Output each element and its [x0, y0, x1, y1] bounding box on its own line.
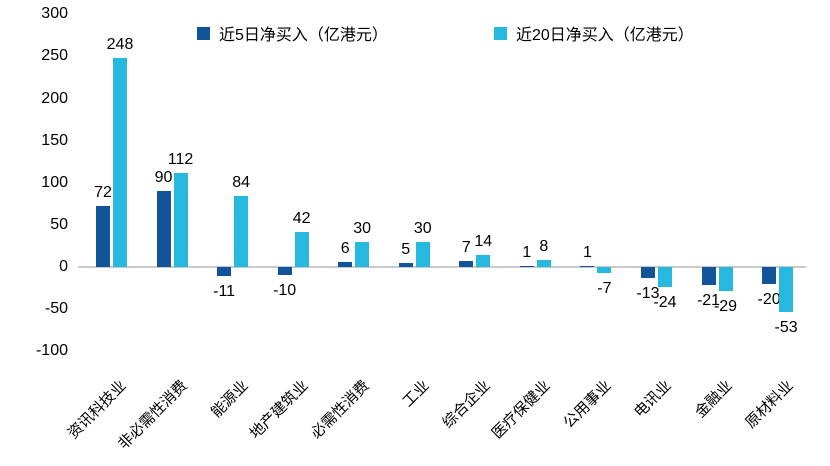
bar-value-label: -11: [213, 283, 236, 301]
bar-value-label: 1: [522, 244, 532, 261]
x-axis-category-label: 能源业: [207, 377, 252, 422]
bar-series2-10: [657, 267, 672, 288]
bar-series2-11: [718, 267, 733, 292]
x-axis-category-label: 金融业: [691, 377, 736, 422]
y-axis-tick-label: -100: [35, 342, 68, 360]
bar-value-label: 30: [413, 219, 432, 237]
legend-swatch-20day-icon: [494, 26, 507, 40]
y-axis-tick-label: 50: [50, 215, 68, 233]
bar-series2-8: [536, 260, 551, 267]
bar-value-label: -7: [597, 279, 612, 297]
bar-value-label: -20: [757, 290, 781, 308]
bar-series2-9: [597, 267, 612, 273]
bar-value-label: 112: [167, 150, 194, 168]
bar-series1-10: [640, 267, 655, 278]
bar-value-label: -53: [774, 318, 798, 336]
bar-value-label: 5: [401, 240, 411, 258]
bar-series1-5: [338, 261, 353, 267]
bar-value-label: 6: [340, 239, 350, 257]
bar-series1-4: [277, 267, 292, 276]
bar-series1-12: [762, 267, 777, 284]
bar-value-label: 30: [353, 219, 372, 237]
bar-series2-12: [779, 267, 794, 312]
bar-series1-2: [156, 191, 171, 267]
bar-value-label: -29: [713, 298, 738, 316]
bar-series1-11: [701, 267, 716, 285]
bar-value-label: -13: [636, 284, 660, 302]
x-axis-zero-line: [78, 266, 806, 268]
bar-series2-1: [113, 58, 127, 267]
bar-series2-5: [355, 241, 370, 267]
bar-value-label: 14: [474, 233, 493, 251]
legend-label-5day: 近5日净买入（亿港元）: [219, 27, 388, 44]
bar-value-label: 72: [94, 184, 112, 202]
y-axis-tick-label: 150: [41, 131, 68, 149]
bar-value-label: 90: [154, 169, 173, 187]
bar-series2-2: [173, 172, 188, 267]
x-axis-category-label: 必需性消费: [307, 377, 373, 443]
y-axis-tick-label: 300: [41, 5, 68, 23]
y-axis-tick-label: 100: [41, 173, 68, 191]
x-axis-category-label: 原材料业: [741, 377, 797, 432]
bar-value-label: 1: [582, 244, 592, 261]
bar-series1-9: [580, 266, 595, 267]
bar-series2-7: [476, 255, 491, 267]
bar-value-label: -21: [696, 291, 721, 309]
y-axis-tick-label: 200: [41, 89, 68, 107]
bar-value-label: 8: [539, 238, 549, 256]
bar-series1-7: [459, 261, 474, 267]
legend-item-20day: 近20日净买入（亿港元）: [494, 21, 694, 45]
x-axis-category-label: 医疗保健业: [489, 377, 555, 443]
x-axis-category-label: 公用事业: [560, 377, 615, 432]
bar-series2-4: [294, 231, 309, 267]
y-axis-tick-label: 0: [59, 258, 68, 275]
bar-series1-8: [519, 266, 534, 267]
bar-value-label: -24: [653, 294, 677, 312]
bar-value-label: 84: [232, 174, 250, 192]
bar-series1-1: [96, 206, 110, 267]
bar-series1-3: [217, 267, 232, 277]
bar-series2-3: [234, 196, 249, 267]
y-axis-tick-label: -50: [44, 300, 68, 318]
bar-value-label: 248: [106, 36, 134, 54]
x-axis-category-label: 地产建筑业: [246, 377, 312, 443]
bar-value-label: -10: [273, 282, 297, 300]
legend-item-5day: 近5日净买入（亿港元）: [197, 21, 388, 45]
bar-value-label: 42: [292, 209, 311, 227]
bar-value-label: 7: [461, 239, 471, 257]
x-axis-category-label: 电讯业: [631, 377, 676, 422]
bar-series1-6: [398, 262, 413, 267]
legend-label-20day: 近20日净买入（亿港元）: [516, 27, 694, 44]
y-axis-tick-label: 250: [41, 47, 68, 65]
x-axis-category-label: 工业: [399, 377, 433, 411]
x-axis-category-label: 综合企业: [439, 377, 494, 432]
bar-series2-6: [415, 241, 430, 267]
legend-swatch-5day-icon: [197, 26, 210, 40]
